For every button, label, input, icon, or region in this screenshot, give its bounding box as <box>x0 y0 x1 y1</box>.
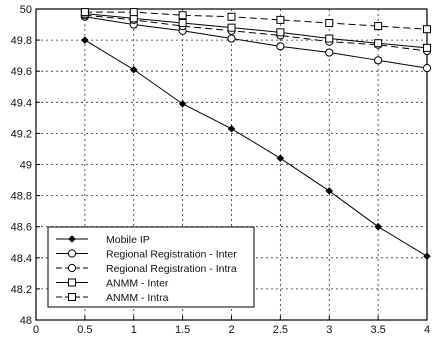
y-tick-label: 48 <box>20 315 32 327</box>
data-point <box>374 39 383 48</box>
data-point <box>423 25 431 34</box>
data-point <box>276 28 285 37</box>
data-point <box>227 23 236 32</box>
legend: Mobile IP Regional Registration - Inter Re… <box>47 226 255 308</box>
series-3 <box>80 9 431 52</box>
x-tick-label: 3.5 <box>370 324 385 336</box>
data-point <box>178 11 187 20</box>
series-line <box>84 14 428 52</box>
y-tick-label: 48.2 <box>11 284 32 296</box>
data-point <box>423 43 431 52</box>
legend-marker <box>67 249 77 258</box>
series-line <box>84 39 428 257</box>
series-line <box>84 11 428 30</box>
data-point <box>129 8 138 17</box>
series-0 <box>81 36 431 261</box>
data-point <box>129 65 138 74</box>
data-point <box>178 18 187 27</box>
series-line <box>84 16 428 69</box>
data-point <box>422 63 432 73</box>
data-point <box>178 100 187 108</box>
y-tick-label: 48.4 <box>11 253 32 265</box>
data-point <box>80 8 89 17</box>
legend-label: Regional Registration - Intra <box>106 263 237 275</box>
data-point <box>374 56 383 65</box>
x-tick-label: 2.5 <box>273 324 288 336</box>
x-tick-label: 2 <box>228 324 234 336</box>
legend-label: Regional Registration - Inter <box>106 249 237 261</box>
legend-box <box>47 226 255 308</box>
data-point <box>423 252 431 261</box>
data-point <box>276 154 285 163</box>
x-tick-label: 4 <box>424 324 430 336</box>
legend-item: Regional Registration - Intra <box>56 263 237 275</box>
data-point <box>227 12 236 21</box>
y-tick-label: 49 <box>20 160 32 172</box>
legend-marker <box>68 235 76 243</box>
y-tick-label: 49.4 <box>11 97 32 109</box>
x-tick-label: 1.5 <box>175 324 190 336</box>
data-point <box>325 187 334 195</box>
data-point <box>276 42 285 51</box>
legend-marker <box>68 293 76 301</box>
data-point <box>81 36 89 44</box>
axes: 0 0.5 1 1.5 2 2.5 3 3.5 4 48 48.2 48.4 48.6 48.8 49 49.… <box>11 4 430 336</box>
data-point <box>325 18 334 27</box>
series-line <box>84 13 428 49</box>
y-tick-label: 49.8 <box>11 35 32 47</box>
legend-label: ANMM - Inter <box>106 278 169 290</box>
data-point <box>374 222 382 231</box>
y-tick-label: 48.8 <box>11 191 32 203</box>
legend-item: Regional Registration - Inter <box>56 249 237 261</box>
x-tick-label: 3 <box>326 324 332 336</box>
legend-item: ANMM - Intra <box>56 292 169 304</box>
series-group <box>80 8 432 261</box>
series-4 <box>80 8 431 34</box>
legend-item: Mobile IP <box>56 234 150 246</box>
legend-marker <box>67 263 77 273</box>
y-tick-label: 49.6 <box>11 66 32 78</box>
data-point <box>276 15 285 24</box>
y-tick-label: 49.2 <box>11 128 32 140</box>
data-point <box>325 34 334 43</box>
series-1 <box>80 12 432 73</box>
x-tick-label: 1 <box>131 324 137 336</box>
data-point <box>227 34 236 43</box>
y-tick-label: 48.6 <box>11 222 32 234</box>
data-point <box>325 48 334 57</box>
y-tick-label: 50 <box>20 4 32 16</box>
data-point <box>374 22 383 31</box>
legend-item: ANMM - Inter <box>56 278 169 290</box>
x-tick-label: 0 <box>33 324 39 336</box>
legend-label: Mobile IP <box>106 234 150 246</box>
data-point <box>227 124 236 133</box>
x-tick-label: 0.5 <box>77 324 92 336</box>
legend-marker <box>68 278 76 287</box>
legend-label: ANMM - Intra <box>106 292 169 304</box>
